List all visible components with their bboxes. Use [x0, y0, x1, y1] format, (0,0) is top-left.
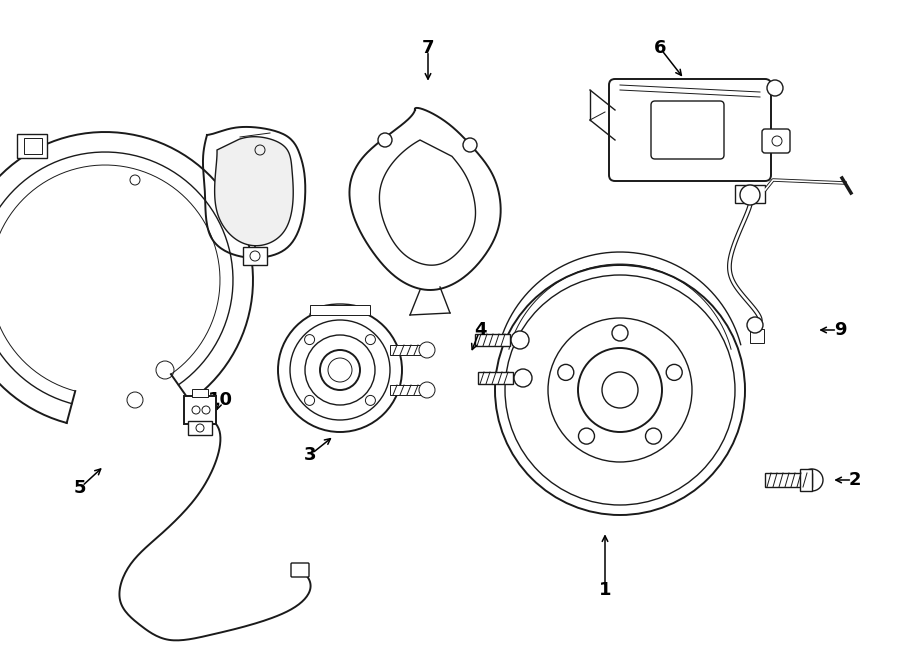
Bar — [735, 185, 765, 203]
FancyBboxPatch shape — [762, 129, 790, 153]
Circle shape — [365, 334, 375, 345]
Circle shape — [419, 342, 435, 358]
FancyBboxPatch shape — [184, 396, 216, 424]
Text: 8: 8 — [248, 246, 261, 264]
Bar — [390, 385, 425, 395]
Bar — [478, 372, 513, 384]
Text: 4: 4 — [473, 321, 486, 339]
FancyBboxPatch shape — [651, 101, 724, 159]
Circle shape — [801, 469, 823, 491]
Bar — [310, 305, 370, 315]
Circle shape — [419, 382, 435, 398]
Bar — [475, 334, 510, 346]
Circle shape — [365, 395, 375, 405]
Circle shape — [250, 251, 260, 261]
Bar — [243, 247, 267, 265]
Text: 5: 5 — [74, 479, 86, 497]
Circle shape — [740, 185, 760, 205]
FancyBboxPatch shape — [291, 563, 309, 577]
Polygon shape — [214, 136, 293, 246]
Text: 10: 10 — [208, 391, 232, 409]
Circle shape — [514, 369, 532, 387]
Circle shape — [304, 395, 315, 405]
FancyBboxPatch shape — [609, 79, 771, 181]
Text: 3: 3 — [304, 446, 316, 464]
Bar — [188, 421, 212, 435]
Bar — [192, 389, 208, 397]
Circle shape — [304, 334, 315, 345]
Text: 7: 7 — [422, 39, 434, 57]
Polygon shape — [380, 140, 475, 265]
Bar — [390, 345, 425, 355]
Text: 2: 2 — [849, 471, 861, 489]
Text: 1: 1 — [598, 581, 611, 599]
Bar — [800, 469, 812, 491]
Text: 9: 9 — [833, 321, 846, 339]
Bar — [765, 473, 812, 487]
Bar — [750, 329, 764, 343]
Circle shape — [747, 317, 763, 333]
FancyBboxPatch shape — [17, 134, 48, 158]
Circle shape — [278, 308, 402, 432]
Text: 6: 6 — [653, 39, 666, 57]
Circle shape — [463, 138, 477, 152]
Circle shape — [767, 80, 783, 96]
Circle shape — [378, 133, 392, 147]
Circle shape — [511, 331, 529, 349]
